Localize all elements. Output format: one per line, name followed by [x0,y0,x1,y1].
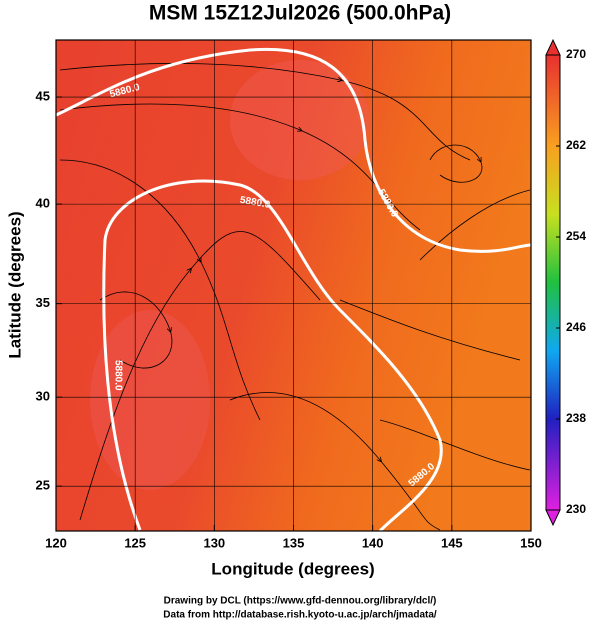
x-tick-label: 150 [520,535,542,550]
contour-label: 5880.0 [239,195,271,211]
y-axis-label: Latitude (degrees) [5,211,24,358]
colorbar-cap [545,509,561,527]
colorbar-tick-label: 230 [566,502,586,516]
x-tick-label: 140 [362,535,384,550]
x-tick-label: 145 [441,535,463,550]
colorbar-cap [545,38,561,56]
credit: Drawing by DCL (https://www.gfd-dennou.o… [164,596,437,607]
contour-label: 5880.0 [112,360,123,391]
x-tick-label: 125 [124,535,146,550]
credit: Data from http://database.rish.kyoto-u.a… [163,610,437,621]
colorbar [545,54,561,511]
colorbar-tick-label: 254 [566,229,586,243]
x-axis-label: Longitude (degrees) [211,559,374,578]
y-tick-label: 30 [36,389,50,404]
y-tick-label: 35 [36,295,50,310]
x-tick-label: 120 [45,535,67,550]
x-tick-label: 130 [203,535,225,550]
colorbar-tick-label: 270 [566,47,586,61]
y-tick-label: 40 [36,196,50,211]
y-tick-label: 45 [36,88,50,103]
y-tick-label: 25 [36,478,50,493]
colorbar-tick-label: 238 [566,411,586,425]
colorbar-tick-label: 262 [566,138,586,152]
chart-title: MSM 15Z12Jul2026 (500.0hPa) [149,2,451,25]
colorbar-tick-label: 246 [566,320,586,334]
x-tick-label: 135 [283,535,305,550]
